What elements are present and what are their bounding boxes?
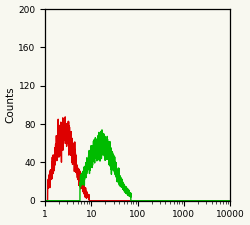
Y-axis label: Counts: Counts — [6, 87, 16, 123]
